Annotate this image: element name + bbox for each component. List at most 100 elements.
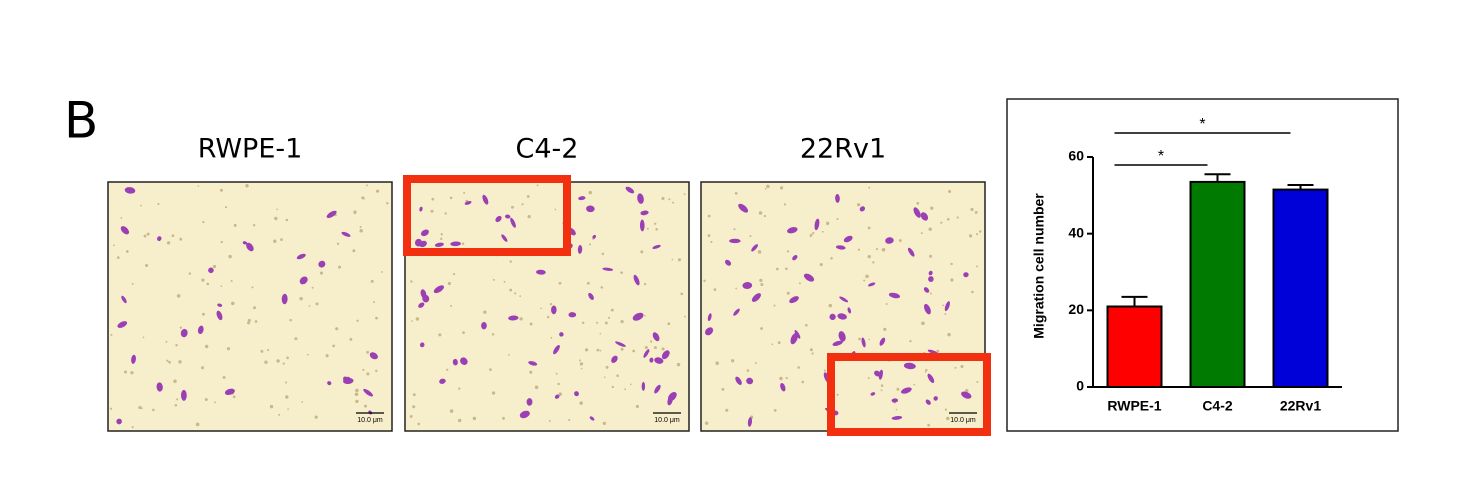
cell xyxy=(963,272,969,278)
pore xyxy=(946,416,950,421)
cell xyxy=(870,392,876,396)
cell xyxy=(907,247,915,257)
pore xyxy=(440,233,444,236)
pore xyxy=(125,250,129,253)
pore xyxy=(825,221,830,226)
cell xyxy=(927,373,935,383)
pore xyxy=(200,366,205,370)
pore xyxy=(672,201,675,204)
pore xyxy=(230,280,233,282)
pore xyxy=(519,317,523,321)
pore xyxy=(113,244,115,247)
cell xyxy=(885,237,894,244)
cell xyxy=(654,357,664,364)
cell xyxy=(632,312,644,321)
pore xyxy=(179,237,183,241)
micrograph xyxy=(404,181,690,432)
pore xyxy=(502,416,505,420)
pore xyxy=(786,291,790,295)
pore xyxy=(632,349,636,353)
pore xyxy=(909,340,912,343)
pore xyxy=(247,321,251,325)
cell xyxy=(216,310,223,321)
pore xyxy=(356,319,359,322)
pore xyxy=(920,232,923,235)
cell xyxy=(900,387,912,394)
pore xyxy=(301,401,304,403)
pore xyxy=(355,399,359,404)
pore xyxy=(273,239,277,243)
cell xyxy=(920,212,929,221)
pore xyxy=(773,408,777,412)
pore xyxy=(883,327,887,331)
pore xyxy=(166,359,169,362)
cell xyxy=(519,410,530,419)
bar xyxy=(1189,180,1246,388)
pore xyxy=(359,226,362,229)
pore xyxy=(540,307,542,310)
pore xyxy=(226,347,231,351)
pore xyxy=(178,360,182,364)
cell xyxy=(839,296,849,303)
pore xyxy=(868,338,871,341)
cell xyxy=(592,234,596,239)
pore xyxy=(550,336,553,339)
pore xyxy=(798,282,801,285)
pore xyxy=(596,348,600,352)
pore xyxy=(219,188,223,192)
pore xyxy=(352,249,356,253)
pore xyxy=(975,265,978,268)
scale-bar-label: 10.0 μm xyxy=(654,417,680,424)
pore xyxy=(228,254,232,259)
cell xyxy=(526,398,533,406)
cell xyxy=(602,267,614,271)
pore xyxy=(715,361,719,366)
pore xyxy=(366,350,370,354)
cell xyxy=(510,217,516,228)
pore xyxy=(880,384,884,387)
cell xyxy=(501,234,508,242)
pore xyxy=(661,196,665,201)
pore xyxy=(754,362,757,364)
pore xyxy=(359,228,363,233)
cell xyxy=(559,332,564,337)
pore xyxy=(446,368,449,371)
cell xyxy=(495,215,502,223)
pore xyxy=(233,223,237,227)
cell xyxy=(746,377,754,385)
pore xyxy=(819,262,823,267)
pore xyxy=(415,317,420,321)
pore xyxy=(970,207,974,212)
pore xyxy=(731,359,735,363)
pore xyxy=(916,201,920,205)
pore xyxy=(289,318,293,322)
pore xyxy=(775,267,779,271)
panel-label: B xyxy=(64,92,98,150)
cell xyxy=(751,293,761,302)
pore xyxy=(483,310,487,314)
pore xyxy=(777,341,781,345)
pore xyxy=(461,242,465,246)
y-tick-label: 0 xyxy=(1076,378,1084,394)
pore xyxy=(176,398,179,401)
pore xyxy=(655,228,658,231)
cell xyxy=(903,362,916,370)
pore xyxy=(805,323,808,327)
micrograph xyxy=(700,181,986,432)
cell xyxy=(611,355,618,363)
pore xyxy=(109,407,113,410)
pore xyxy=(929,254,933,258)
pore xyxy=(809,233,813,237)
pore xyxy=(355,388,359,393)
pore xyxy=(611,385,615,389)
pore xyxy=(836,393,839,396)
pore xyxy=(247,318,251,323)
pore xyxy=(280,238,283,242)
pore xyxy=(881,248,886,252)
pore xyxy=(536,184,539,187)
pore xyxy=(431,197,435,201)
pore xyxy=(913,383,916,386)
pore xyxy=(188,272,192,275)
pore xyxy=(811,352,814,355)
